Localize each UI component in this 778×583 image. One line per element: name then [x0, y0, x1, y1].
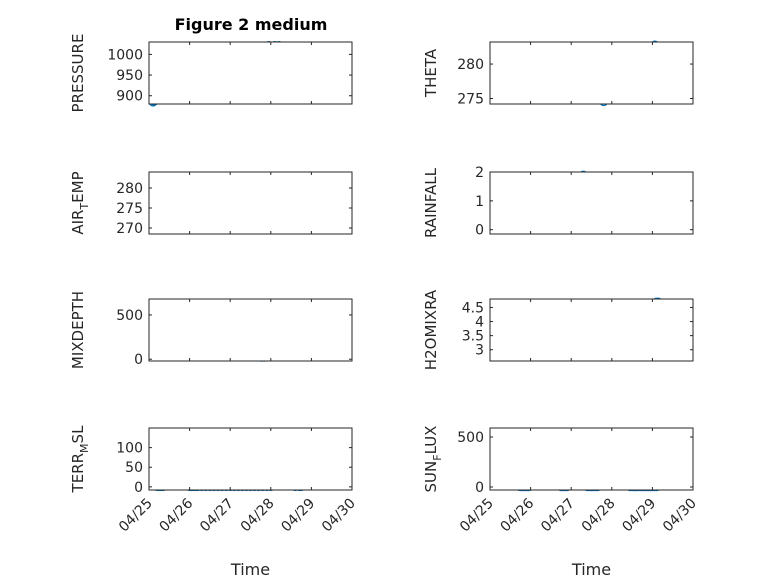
figure-title: Figure 2 medium: [175, 15, 328, 34]
y-tick-label: 100: [116, 441, 143, 457]
y-tick-label: 3: [475, 343, 484, 359]
y-tick-label: 275: [457, 91, 484, 107]
y-tick-label: 1: [475, 194, 484, 210]
x-tick-label: 04/27: [197, 496, 237, 536]
axes-frame: [148, 171, 353, 235]
y-axis-label: MIXDEPTH: [69, 291, 87, 369]
axes-frame: [148, 427, 353, 491]
axes-pressure: 900 950 1000 PRESSURE: [69, 34, 353, 113]
axes-sun-flux: 04/25 04/26 04/27 04/28 04/29 04/30 0 500 SUNFLU…: [422, 426, 700, 579]
y-axis-label-tail: LUX: [422, 426, 440, 455]
y-tick-label: 270: [116, 221, 143, 237]
x-axis-label: Time: [571, 560, 611, 579]
x-tick-label: 04/25: [116, 496, 156, 536]
y-axis-label: SUNFLUX: [422, 426, 444, 493]
y-tick-label: 500: [457, 430, 484, 446]
axes-mixdepth: 0 500 MIXDEPTH: [69, 291, 353, 369]
y-tick-label: 950: [116, 68, 143, 84]
y-tick-label: 0: [134, 352, 143, 368]
y-axis-label-subscript: M: [78, 443, 91, 453]
y-axis-label: H2OMIXRA: [422, 289, 440, 370]
y-axis-label-main: THETA: [422, 48, 440, 98]
axes-terr-msl: 04/25 04/26 04/27 04/28 04/29 04/30 0 50 100 TERR…: [69, 425, 359, 579]
x-tick-label: 04/30: [660, 496, 700, 536]
y-axis-label-main: AIR: [69, 210, 87, 235]
y-tick-label: 4: [475, 315, 484, 331]
x-tick-label: 04/26: [498, 495, 538, 535]
x-tick-label: 04/26: [157, 495, 197, 535]
y-axis-label: THETA: [422, 48, 440, 98]
x-tick-label: 04/30: [319, 496, 359, 536]
x-tick-label: 04/25: [457, 496, 497, 536]
x-tick-label: 04/28: [238, 496, 278, 536]
y-tick-label: 1000: [107, 47, 143, 63]
axes-h2omixra: 33.544.5 H2OMIXRA: [422, 289, 694, 370]
y-tick-label: 4.5: [462, 300, 484, 316]
y-tick-label: 280: [457, 57, 484, 73]
y-tick-label: 3.5: [462, 329, 484, 345]
y-axis-label-subscript: T: [78, 203, 91, 211]
y-tick-label: 500: [116, 308, 143, 324]
y-axis-label: PRESSURE: [69, 34, 87, 113]
y-axis-label: AIRTEMP: [69, 171, 91, 234]
y-tick-label: 280: [116, 181, 143, 197]
y-axis-label-tail: EMP: [69, 171, 87, 202]
x-tick-label: 04/27: [538, 496, 578, 536]
y-axis-label-main: MIXDEPTH: [69, 291, 87, 369]
y-tick-label: 275: [116, 201, 143, 217]
y-axis-label-subscript: F: [431, 454, 444, 460]
y-axis-label-main: TERR: [69, 453, 87, 494]
axes-rainfall: 0 1 2 RAINFALL: [422, 165, 694, 239]
x-tick-label: 04/29: [619, 496, 659, 536]
y-axis-label-main: PRESSURE: [69, 34, 87, 113]
y-axis-label: TERRMSL: [69, 425, 91, 494]
axes-theta: 275 280 THETA: [422, 40, 694, 107]
axes-frame: [489, 41, 694, 105]
axes-air-temp: 270 275 280 AIRTEMP: [69, 171, 353, 237]
axes-frame: [489, 427, 694, 491]
axes-frame: [148, 298, 353, 362]
axes-frame: [489, 298, 694, 362]
y-axis-label-main: RAINFALL: [422, 167, 440, 238]
y-tick-label: 0: [475, 223, 484, 239]
axes-frame: [489, 171, 694, 235]
y-axis-label-main: H2OMIXRA: [422, 289, 440, 370]
y-tick-label: 50: [125, 460, 143, 476]
x-tick-label: 04/29: [278, 496, 318, 536]
x-tick-label: 04/28: [579, 496, 619, 536]
y-axis-label-tail: SL: [69, 425, 87, 444]
y-tick-label: 900: [116, 89, 143, 105]
y-axis-label: RAINFALL: [422, 167, 440, 238]
y-tick-label: 2: [475, 165, 484, 181]
axes-frame: [148, 41, 353, 105]
y-tick-label: 0: [134, 480, 143, 496]
y-tick-label: 0: [475, 480, 484, 496]
y-axis-label-main: SUN: [422, 461, 440, 493]
x-axis-label: Time: [230, 560, 270, 579]
